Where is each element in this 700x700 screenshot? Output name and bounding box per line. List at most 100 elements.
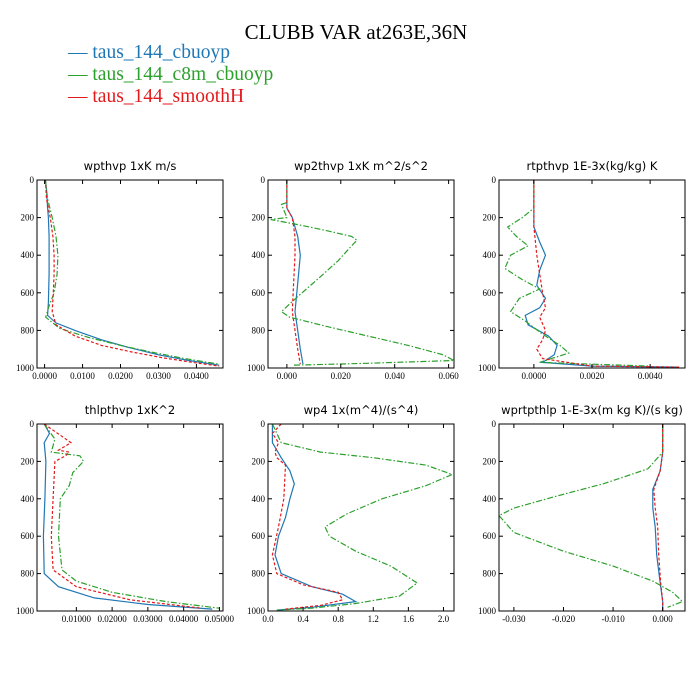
plot-frame — [498, 423, 686, 612]
y-tick-label: 1000 — [478, 363, 497, 373]
y-tick-label: 800 — [483, 569, 497, 579]
y-tick-label: 400 — [483, 250, 497, 260]
panel-title: wprtpthlp 1-E-3x(m kg K)/(s kg) — [501, 403, 683, 417]
y-tick-label: 1000 — [16, 363, 35, 373]
x-tick-label: 0.020 — [331, 371, 352, 381]
y-tick-label: 200 — [483, 213, 497, 223]
x-tick-label: 0.060 — [438, 371, 459, 381]
legend-item-smoothh: — taus_144_smoothH — [68, 86, 273, 108]
series-line — [286, 180, 301, 365]
y-tick-label: 200 — [252, 456, 266, 466]
y-tick-label: 600 — [21, 531, 35, 541]
legend-label: taus_144_cbuoyp — [92, 42, 230, 63]
panel-title: rtpthvp 1E-3x(kg/kg) K — [527, 159, 658, 173]
panel-4: thlpthvp 1xK^2 0 200 400 600 800 1000 0.01000 0.… — [16, 403, 235, 624]
legend: — taus_144_cbuoyp — taus_144_c8m_cbuoyp … — [68, 42, 273, 108]
y-tick-label: 1000 — [16, 606, 35, 616]
y-tick-label: 600 — [483, 288, 497, 298]
y-tick-label: 600 — [483, 531, 497, 541]
y-tick-label: 0 — [261, 419, 266, 429]
y-tick-label: 800 — [21, 325, 35, 335]
y-tick-label: 800 — [252, 569, 266, 579]
series-line — [42, 424, 213, 610]
panel-title: thlpthvp 1xK^2 — [85, 403, 175, 417]
x-tick-label: 0.0400 — [184, 371, 209, 381]
panel-title: wp2thvp 1xK m^2/s^2 — [294, 159, 428, 173]
y-tick-label: 800 — [21, 569, 35, 579]
x-tick-label: 2.0 — [438, 614, 450, 624]
y-tick-label: 0 — [30, 175, 35, 185]
y-tick-label: 400 — [252, 494, 266, 504]
y-tick-label: 1000 — [247, 606, 266, 616]
plot-frame — [36, 423, 224, 612]
series-line — [271, 424, 344, 610]
x-tick-label: 0.05000 — [205, 614, 235, 624]
x-tick-label: 0.0000 — [522, 371, 547, 381]
panel-6: wprtpthlp 1-E-3x(m kg K)/(s kg) 0 200 400 60… — [478, 403, 686, 624]
series-line — [44, 180, 220, 367]
y-tick-label: 400 — [21, 494, 35, 504]
panel-title: wpthvp 1xK m/s — [84, 159, 177, 173]
plot-frame — [267, 179, 455, 369]
y-tick-label: 0 — [492, 175, 497, 185]
legend-label: taus_144_c8m_cbuoyp — [92, 64, 274, 85]
y-tick-label: 600 — [21, 288, 35, 298]
y-tick-label: 600 — [252, 288, 266, 298]
y-tick-label: 200 — [21, 213, 35, 223]
x-tick-label: 0.0020 — [580, 371, 605, 381]
legend-marker: — — [68, 42, 88, 63]
panel-2: wp2thvp 1xK m^2/s^2 0 200 400 600 800 1000 0.00… — [247, 159, 459, 381]
y-tick-label: 200 — [483, 456, 497, 466]
series-line — [504, 180, 651, 367]
series-line — [271, 424, 358, 611]
y-tick-label: 200 — [252, 213, 266, 223]
x-tick-label: -0.030 — [502, 614, 526, 624]
panel-title: wp4 1x(m^4)/(s^4) — [304, 403, 419, 417]
x-tick-label: 0.03000 — [133, 614, 163, 624]
y-tick-label: 0 — [30, 419, 35, 429]
x-tick-label: 1.2 — [368, 614, 379, 624]
series-line — [653, 424, 664, 611]
x-tick-label: 0.000 — [277, 371, 298, 381]
figure-title: CLUBB VAR at263E,36N — [244, 20, 468, 44]
series-line — [271, 424, 454, 611]
x-tick-label: 1.6 — [403, 614, 415, 624]
x-tick-label: 0.0000 — [32, 371, 57, 381]
series-line — [44, 180, 220, 365]
x-tick-label: 0.4 — [297, 614, 309, 624]
panel-3: rtpthvp 1E-3x(kg/kg) K 0 200 400 600 800 1000 0… — [478, 159, 686, 381]
y-tick-label: 0 — [492, 419, 497, 429]
legend-label: taus_144_smoothH — [92, 86, 245, 107]
x-tick-label: 0.01000 — [62, 614, 92, 624]
y-tick-label: 0 — [261, 175, 266, 185]
x-tick-label: 0.02000 — [97, 614, 127, 624]
y-tick-label: 800 — [483, 325, 497, 335]
y-tick-label: 600 — [252, 531, 266, 541]
plot-frame — [36, 179, 224, 369]
x-tick-label: 0.04000 — [169, 614, 199, 624]
x-tick-label: 0.0040 — [638, 371, 663, 381]
y-tick-label: 1000 — [478, 606, 497, 616]
plot-frame — [498, 179, 686, 369]
x-tick-label: 0.040 — [385, 371, 406, 381]
plot-frame — [267, 423, 455, 612]
x-tick-label: 0.0300 — [146, 371, 171, 381]
series-line — [43, 424, 202, 609]
x-tick-label: -0.020 — [552, 614, 576, 624]
legend-marker: — — [68, 64, 88, 85]
legend-item-c8m-cbuoyp: — taus_144_c8m_cbuoyp — [68, 64, 273, 86]
x-tick-label: 0.0 — [262, 614, 274, 624]
series-line — [533, 180, 680, 368]
x-tick-label: 0.8 — [333, 614, 345, 624]
series-line — [43, 424, 220, 609]
legend-item-cbuoyp: — taus_144_cbuoyp — [68, 42, 273, 64]
series-line — [286, 180, 304, 365]
y-tick-label: 400 — [21, 250, 35, 260]
x-tick-label: 0.0200 — [108, 371, 133, 381]
y-tick-label: 400 — [252, 250, 266, 260]
legend-marker: — — [68, 86, 88, 107]
y-tick-label: 200 — [21, 456, 35, 466]
